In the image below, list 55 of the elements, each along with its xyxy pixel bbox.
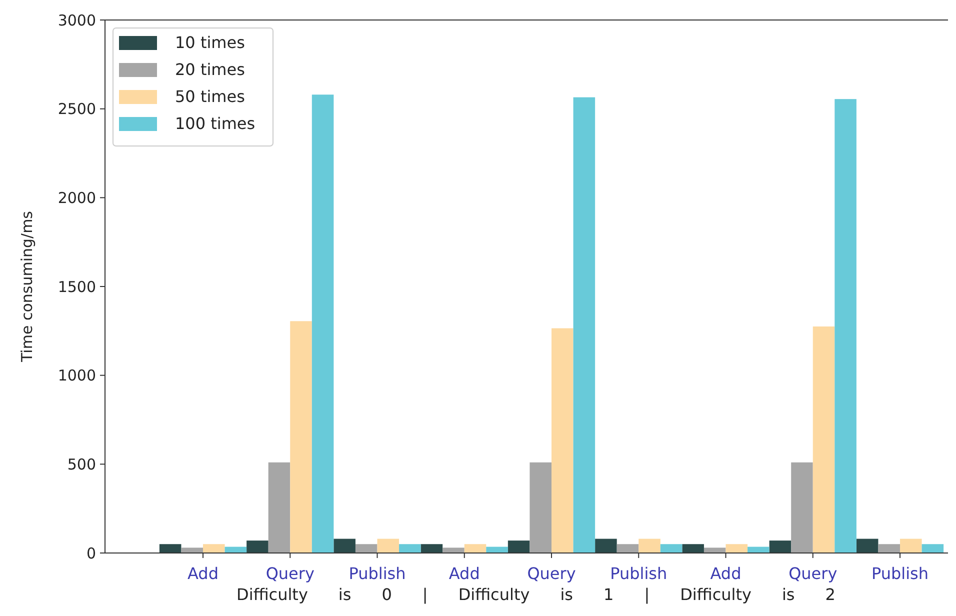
x-tick-label: Publish (348, 564, 406, 583)
bar (573, 97, 596, 553)
bar (334, 538, 356, 553)
x-tick-label: Add (710, 564, 742, 583)
y-tick-label: 1000 (58, 366, 96, 385)
bar (704, 548, 726, 553)
bar (290, 321, 312, 553)
bar (791, 462, 813, 553)
bar (616, 544, 639, 553)
bar (660, 544, 682, 553)
bar (812, 326, 835, 553)
y-tick-label: 2500 (58, 100, 96, 118)
x-tick-label: Publish (871, 564, 929, 583)
bar (530, 462, 552, 553)
x-tick-label: Query (527, 564, 576, 583)
x-tick-label: Add (448, 564, 480, 583)
x-axis-title: Difficulty is 0 | Difficulty is 1 | Difficulty is 2 (236, 585, 836, 604)
y-axis-title: Time consuming/ms (18, 210, 36, 364)
legend-label: 20 times (175, 60, 245, 79)
y-tick-label: 1500 (58, 278, 96, 296)
bar (682, 544, 704, 553)
bar (246, 540, 268, 553)
x-tick-label: Publish (610, 564, 668, 583)
bar (552, 328, 574, 553)
bar (834, 99, 856, 553)
bar (268, 462, 290, 553)
x-tick-label: Query (788, 564, 838, 583)
bar (159, 544, 182, 553)
legend-label: 10 times (175, 33, 245, 52)
bar (181, 548, 203, 553)
bar (442, 548, 464, 553)
legend-label: 50 times (175, 87, 245, 106)
bar (900, 538, 922, 553)
bar (355, 544, 378, 553)
y-tick-label: 500 (67, 455, 96, 474)
bar (726, 544, 748, 553)
y-tick-label: 0 (86, 544, 96, 562)
y-tick-label: 3000 (58, 11, 96, 30)
x-tick-label: Add (188, 564, 218, 583)
x-tick-label: Query (266, 564, 314, 583)
bar (420, 544, 443, 553)
bar (595, 538, 617, 553)
bar (399, 544, 421, 553)
bar (878, 544, 900, 553)
bar (922, 544, 944, 553)
legend-label: 100 times (175, 114, 256, 133)
y-tick-label: 2000 (58, 188, 96, 207)
bar (464, 544, 486, 553)
bar (769, 540, 792, 553)
bar (312, 94, 334, 553)
bar (508, 540, 530, 553)
bar (856, 538, 878, 553)
bar (377, 538, 400, 553)
bar (203, 544, 225, 553)
bar (638, 538, 660, 553)
